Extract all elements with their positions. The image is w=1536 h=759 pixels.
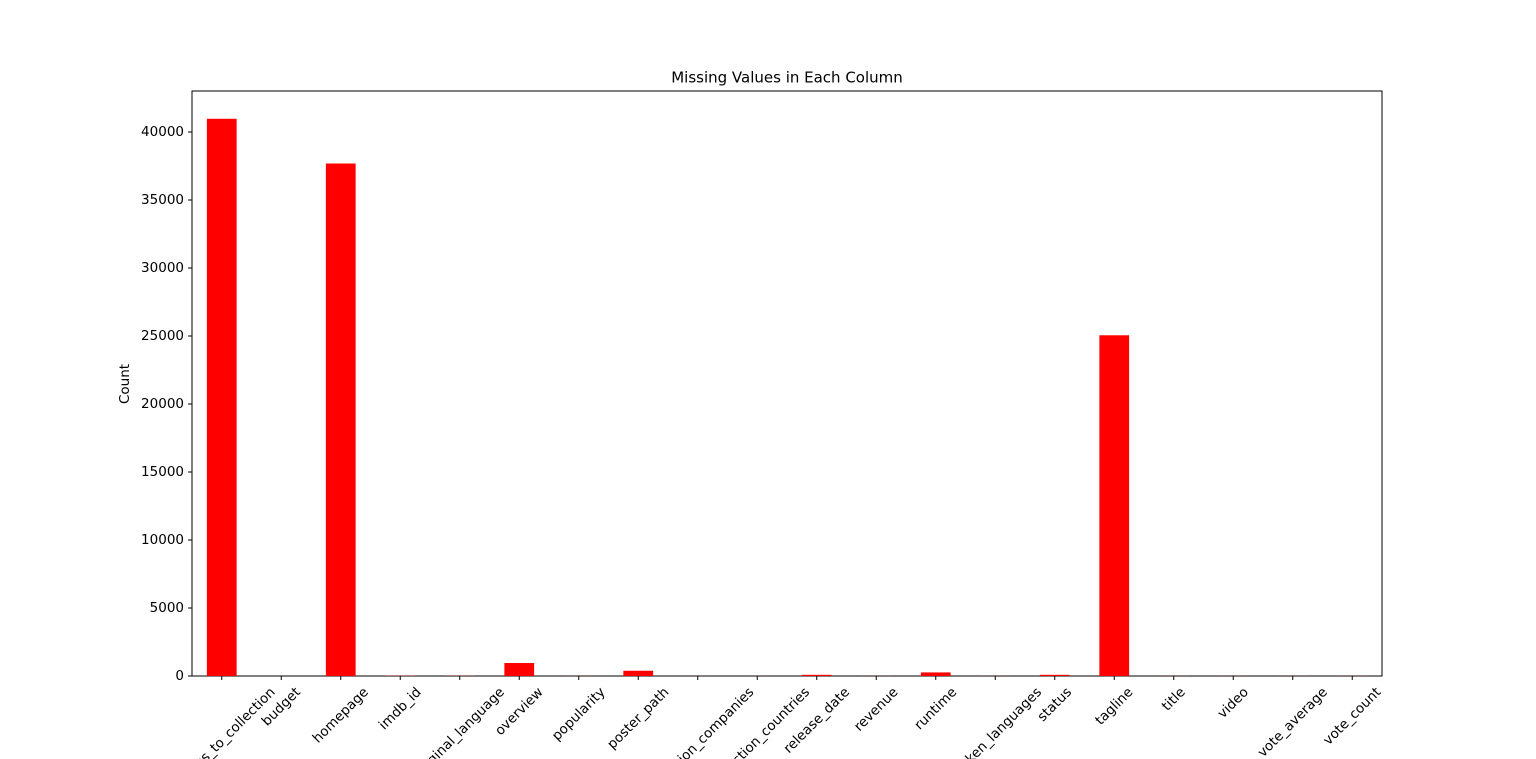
y-axis-label: Count [117, 364, 133, 404]
bar [1039, 674, 1070, 676]
x-tick-label: runtime [911, 684, 960, 733]
x-tick-label: vote_count [1320, 684, 1384, 748]
bar [623, 670, 654, 676]
chart-title: Missing Values in Each Column [671, 69, 903, 87]
plot-frame [191, 90, 1383, 677]
bar [504, 663, 535, 676]
x-tick-label: video [1215, 684, 1252, 721]
x-tick-label: homepage [310, 684, 372, 746]
y-tick-label: 0 [175, 668, 184, 684]
x-tick-label: original_language [412, 684, 508, 759]
y-tick-label: 20000 [141, 396, 184, 412]
y-tick-label: 30000 [141, 260, 184, 276]
bar [1099, 335, 1130, 676]
x-tick-label: tagline [1092, 684, 1136, 728]
x-tick-label: status [1034, 684, 1075, 725]
y-tick-label: 40000 [141, 124, 184, 140]
x-tick-label: imdb_id [376, 684, 425, 733]
y-tick-label: 10000 [141, 532, 184, 548]
y-tick-label: 35000 [141, 192, 184, 208]
x-tick-label: title [1159, 684, 1189, 714]
bar [206, 118, 237, 676]
x-tick-label: popularity [549, 684, 609, 744]
x-tick-label: spoken_languages [946, 684, 1045, 759]
x-tick-label: revenue [851, 684, 901, 734]
y-tick-label: 5000 [150, 600, 184, 616]
y-tick-label: 15000 [141, 464, 184, 480]
y-tick-label: 25000 [141, 328, 184, 344]
x-tick-label: vote_average [1255, 684, 1331, 759]
bar [325, 163, 356, 676]
bar [801, 674, 832, 676]
x-tick-label: poster_path [604, 684, 672, 752]
bar [920, 672, 951, 676]
